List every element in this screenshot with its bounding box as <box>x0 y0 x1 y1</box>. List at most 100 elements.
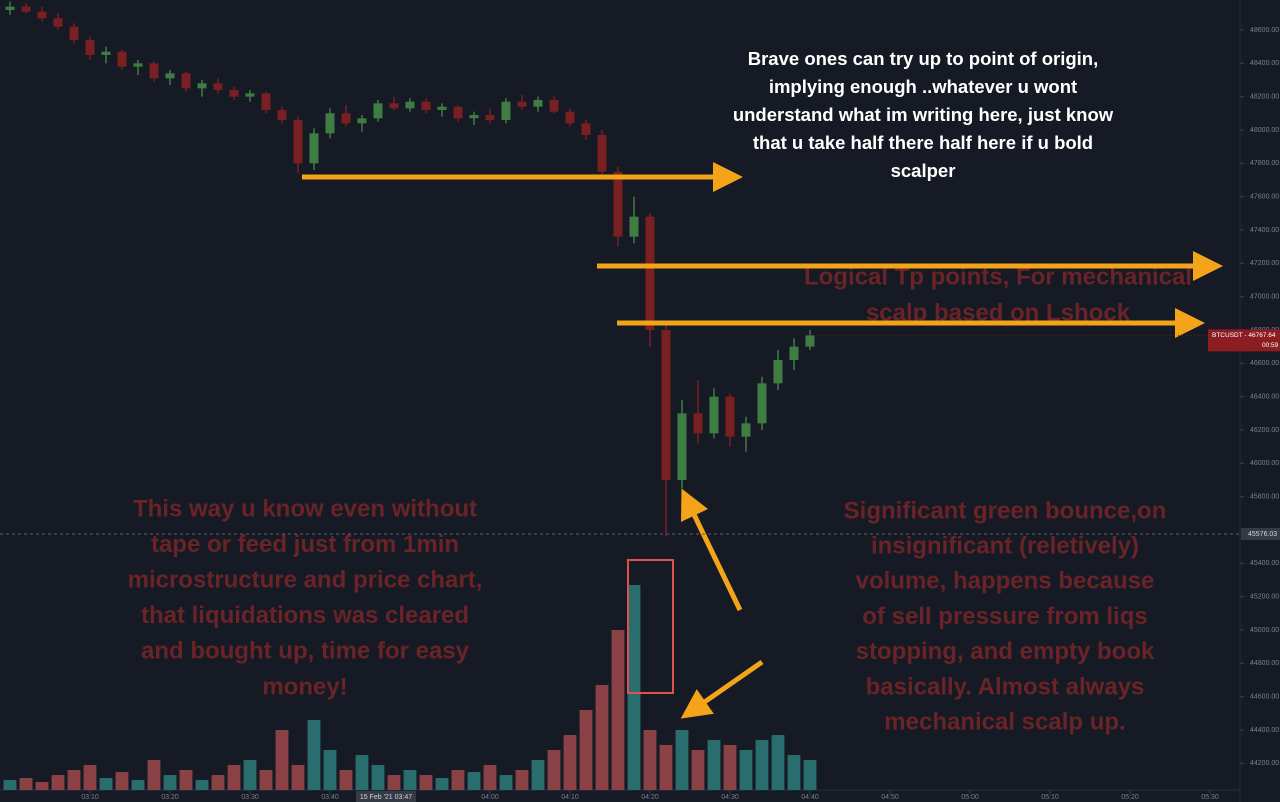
volume-bar <box>355 755 369 790</box>
x-tick-label: 03:20 <box>161 794 179 801</box>
candle-body <box>357 118 367 124</box>
candle-body <box>341 113 351 124</box>
volume-bar <box>739 750 753 790</box>
y-tick-label: 48600.00 <box>1250 27 1279 34</box>
x-tick-label: 05:20 <box>1121 794 1139 801</box>
right-annotation: mechanical scalp up. <box>884 709 1125 736</box>
volume-bar <box>579 710 593 790</box>
candle-body <box>725 396 735 437</box>
right-annotation: Significant green bounce,on <box>844 497 1167 524</box>
candle-body <box>37 11 47 19</box>
candle-body <box>133 63 143 67</box>
x-tick-label: 03:40 <box>321 794 339 801</box>
volume-bar <box>227 765 241 790</box>
y-tick-label: 47800.00 <box>1250 160 1279 167</box>
left-annotation: that liquidations was cleared <box>141 602 469 629</box>
candle-body <box>437 106 447 110</box>
y-tick-label: 48400.00 <box>1250 60 1279 67</box>
volume-bar <box>611 630 625 790</box>
candle-body <box>325 113 335 134</box>
candle-body <box>373 103 383 119</box>
y-tick-label: 46400.00 <box>1250 394 1279 401</box>
x-tick-label: 05:10 <box>1041 794 1059 801</box>
volume-bar <box>131 780 145 790</box>
y-tick-label: 47200.00 <box>1250 260 1279 267</box>
y-tick-label: 48200.00 <box>1250 94 1279 101</box>
left-annotation: money! <box>262 673 347 700</box>
x-tick-label: 05:00 <box>961 794 979 801</box>
y-tick-label: 44400.00 <box>1250 727 1279 734</box>
candle-body <box>405 101 415 109</box>
y-tick-label: 44600.00 <box>1250 694 1279 701</box>
y-tick-label: 47000.00 <box>1250 294 1279 301</box>
volume-bar <box>211 775 225 790</box>
crosshair-price-box <box>1241 527 1280 540</box>
candle-body <box>117 51 127 67</box>
volume-bar <box>35 782 49 790</box>
candle-body <box>21 6 31 12</box>
overlay: Brave ones can try up to point of origin… <box>302 48 1223 719</box>
candle-body <box>533 100 543 107</box>
volume-bar <box>163 775 177 790</box>
volume-bar <box>259 770 273 790</box>
candle-body <box>277 110 287 120</box>
y-tick-label: 46000.00 <box>1250 460 1279 467</box>
candle-body <box>485 115 495 120</box>
candle-body <box>741 423 751 437</box>
y-tick-label: 48000.00 <box>1250 127 1279 134</box>
candle-body <box>261 93 271 110</box>
candle-body <box>805 335 815 347</box>
left-annotation: This way u know even without <box>133 495 477 522</box>
volume-bar <box>515 770 529 790</box>
volume-bar <box>531 760 545 790</box>
volume-bar <box>627 585 641 790</box>
x-tick-label: 03:30 <box>241 794 259 801</box>
candle-body <box>757 383 767 424</box>
origin-annotation: scalper <box>891 160 956 181</box>
volume-bar <box>67 770 81 790</box>
left-annotation: microstructure and price chart, <box>128 567 483 594</box>
candle-body <box>197 83 207 89</box>
y-tick-label: 47400.00 <box>1250 227 1279 234</box>
y-tick-label: 46200.00 <box>1250 427 1279 434</box>
volume-bar <box>51 775 65 790</box>
volume-bar <box>659 745 673 790</box>
volume-bar <box>499 775 513 790</box>
x-tick-label: 04:40 <box>801 794 819 801</box>
candle-body <box>645 216 655 330</box>
volume-bar <box>3 780 17 790</box>
candle-body <box>565 111 575 124</box>
candle-body <box>53 18 63 27</box>
candle-body <box>69 26 79 40</box>
y-tick-label: 45200.00 <box>1250 594 1279 601</box>
candle-body <box>181 73 191 89</box>
volume-bar <box>467 772 481 790</box>
candle-body <box>597 135 607 172</box>
y-tick-label: 44800.00 <box>1250 660 1279 667</box>
right-annotation: of sell pressure from liqs <box>862 603 1147 630</box>
volume-bar <box>435 778 449 790</box>
crosshair-price-label: 45576.03 <box>1248 531 1277 538</box>
volume-bar <box>675 730 689 790</box>
volume-bar <box>451 770 465 790</box>
volume-bar <box>323 750 337 790</box>
candle-body <box>453 106 463 119</box>
crosshair-time-label: 15 Feb '21 03:47 <box>360 794 412 801</box>
volume-bar <box>291 765 305 790</box>
arrow <box>680 488 743 612</box>
last-price-box <box>1208 329 1280 352</box>
volume-bar <box>19 778 33 790</box>
x-tick-label: 05:30 <box>1201 794 1219 801</box>
candle-body <box>293 120 303 164</box>
y-tick-label: 45800.00 <box>1250 494 1279 501</box>
volume-bar <box>243 760 257 790</box>
volume-bar <box>307 720 321 790</box>
origin-annotation: implying enough ..whatever u wont <box>769 76 1077 97</box>
y-tick-label: 45000.00 <box>1250 627 1279 634</box>
candle-body <box>693 413 703 434</box>
candle-body <box>165 73 175 79</box>
volume-bar <box>371 765 385 790</box>
countdown-label: 00:59 <box>1262 342 1279 349</box>
candle-body <box>789 346 799 360</box>
